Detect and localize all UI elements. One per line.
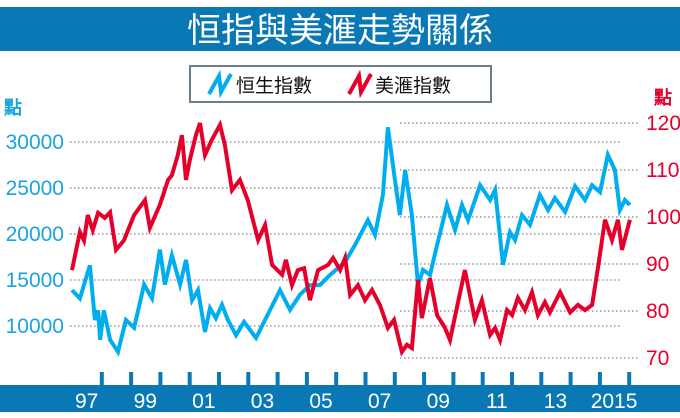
hsi-line	[70, 127, 632, 357]
x-tick-label: 11	[486, 390, 508, 413]
x-tick-mark	[334, 372, 339, 386]
x-tick-mark	[187, 372, 192, 386]
right-tick-label: 80	[646, 300, 669, 323]
left-tick-label: 10000	[6, 315, 64, 338]
series-lines	[70, 119, 632, 357]
x-tick-label: 99	[134, 390, 157, 413]
left-tick-label: 25000	[6, 177, 64, 200]
x-tick-label: 97	[75, 390, 98, 413]
x-tick-mark	[392, 372, 397, 386]
x-tick-label: 05	[309, 390, 332, 413]
x-tick-label: 09	[427, 390, 450, 413]
left-tick-label: 20000	[6, 223, 64, 246]
x-tick-mark	[129, 372, 134, 386]
x-tick-mark	[217, 372, 221, 386]
x-tick-mark	[158, 372, 163, 386]
left-tick-label: 15000	[6, 269, 64, 292]
right-axis-unit: 點	[653, 88, 672, 109]
right-tick-label: 70	[646, 347, 669, 370]
x-tick-mark	[422, 372, 427, 386]
right-axis-ticks: 70 80 90 100 110 120	[646, 112, 680, 370]
chart-title: 恒指與美滙走勢關係	[187, 11, 493, 51]
right-tick-label: 90	[646, 253, 669, 276]
legend-hsi-icon	[207, 69, 233, 99]
legend-usd-label: 美滙指數	[375, 75, 451, 97]
title-band	[0, 7, 680, 51]
usd-index-line	[70, 119, 632, 357]
x-tick-mark	[627, 372, 632, 386]
x-tick-mark	[99, 372, 104, 386]
right-tick-label: 120	[646, 112, 680, 135]
left-axis-ticks: 10000 15000 20000 25000 30000	[6, 131, 64, 338]
right-tick-label: 110	[646, 159, 679, 182]
x-tick-label: 2015	[591, 390, 638, 413]
legend-box	[189, 65, 492, 103]
x-tick-mark	[451, 372, 456, 386]
x-tick-label: 07	[368, 390, 391, 413]
x-tick-mark	[539, 372, 544, 386]
x-tick-mark	[363, 372, 368, 386]
x-axis-ticks: 97 99 01 03 05 07 09 11 13 2015	[75, 372, 637, 413]
left-axis-unit: 點	[3, 98, 22, 119]
x-tick-mark	[597, 372, 602, 386]
x-tick-label: 13	[544, 390, 567, 413]
x-tick-mark	[275, 372, 280, 386]
x-axis-band	[0, 385, 680, 412]
x-tick-mark	[304, 372, 309, 386]
x-tick-mark	[480, 372, 485, 386]
legend-usd-icon	[347, 69, 373, 99]
x-tick-label: 03	[251, 390, 274, 413]
x-tick-mark	[568, 372, 573, 386]
x-tick-mark	[246, 372, 251, 386]
legend-hsi-label: 恒生指數	[236, 75, 312, 97]
gridlines	[70, 122, 640, 359]
x-tick-label: 01	[192, 390, 215, 413]
legend: 恒生指數 美滙指數	[189, 65, 492, 103]
right-tick-label: 100	[646, 206, 680, 229]
x-tick-mark	[510, 372, 514, 386]
left-tick-label: 30000	[6, 131, 64, 154]
